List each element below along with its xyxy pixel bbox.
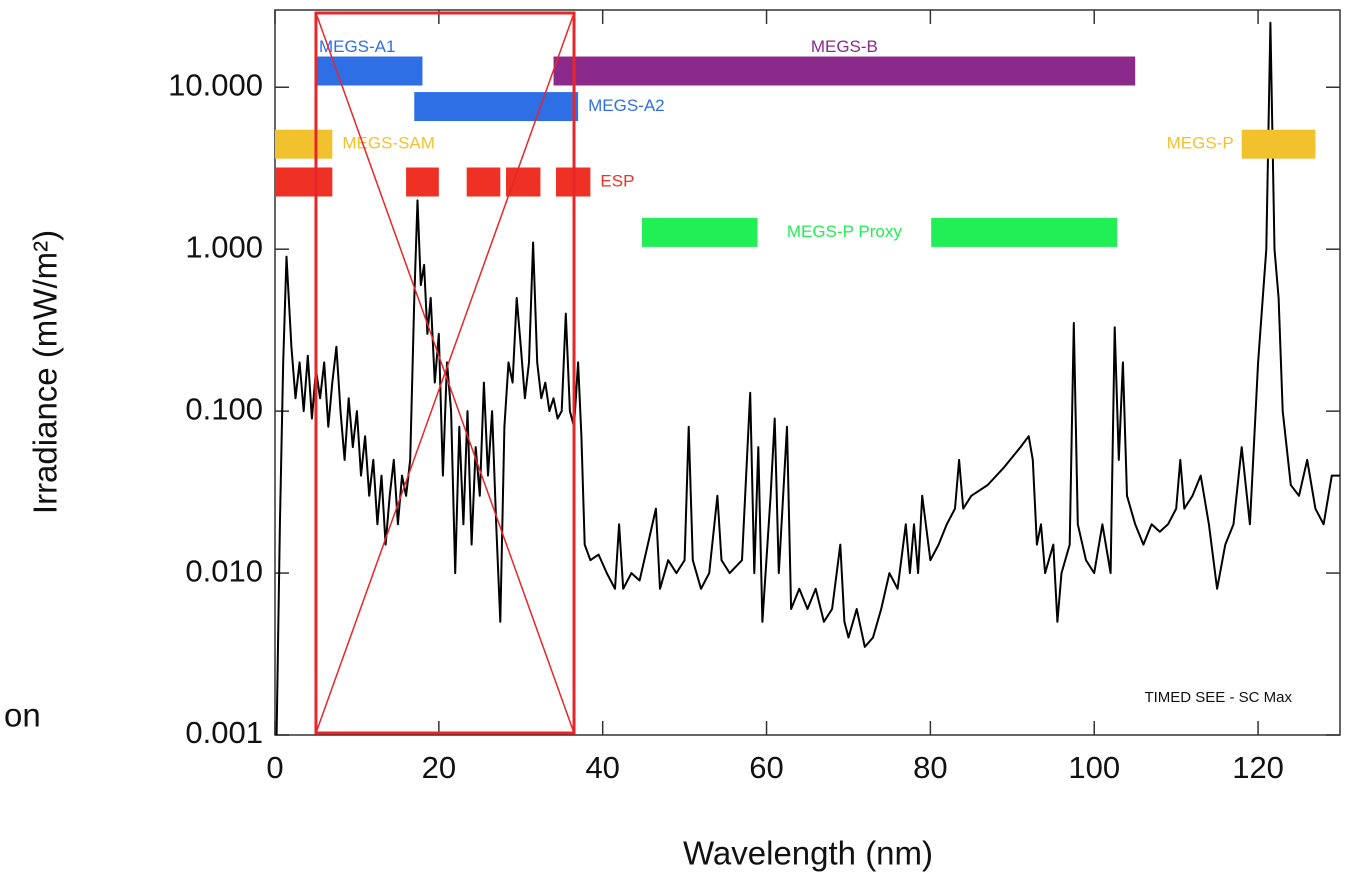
instrument-band [506,167,541,197]
plot-frame [274,9,1341,736]
x-tick-label: 120 [1232,750,1284,785]
instrument-band [553,56,1136,86]
x-tick-label: 80 [913,750,947,785]
instrument-band [275,167,333,197]
instrument-band [931,217,1118,247]
y-tick-label: 0.100 [185,391,263,426]
y-axis-label: Irradiance (mW/m²) [27,230,64,514]
x-axis-label: Wavelength (nm) [683,835,933,872]
band-label: MEGS-SAM [342,134,435,153]
spectrum-line [275,21,1340,735]
y-tick-label: 0.001 [185,715,263,750]
annotation: TIMED SEE - SC Max [1144,689,1292,706]
y-tick-label: 10.000 [168,67,263,102]
y-tick-label: 1.000 [185,229,263,264]
y-tick-label: 0.010 [185,553,263,588]
band-label: MEGS-P [1167,134,1234,153]
band-label: MEGS-B [811,37,878,56]
band-label: MEGS-A2 [588,96,665,115]
x-tick-label: 20 [422,750,456,785]
highlight-cross [315,12,575,734]
x-tick-label: 0 [266,750,283,785]
instrument-band [466,167,501,197]
highlight-box [314,11,576,735]
x-tick-label: 100 [1068,750,1120,785]
instrument-band [275,129,333,159]
instrument-band [642,217,758,247]
instrument-band [315,56,423,86]
x-tick-label: 40 [585,750,619,785]
cropped-text: on [4,697,41,734]
band-label: MEGS-A1 [319,37,396,56]
instrument-band [406,167,439,197]
instrument-band [1241,129,1316,159]
band-label: ESP [600,171,634,190]
instrument-band [414,92,579,122]
band-label: MEGS-P Proxy [787,222,902,241]
x-tick-label: 60 [749,750,783,785]
